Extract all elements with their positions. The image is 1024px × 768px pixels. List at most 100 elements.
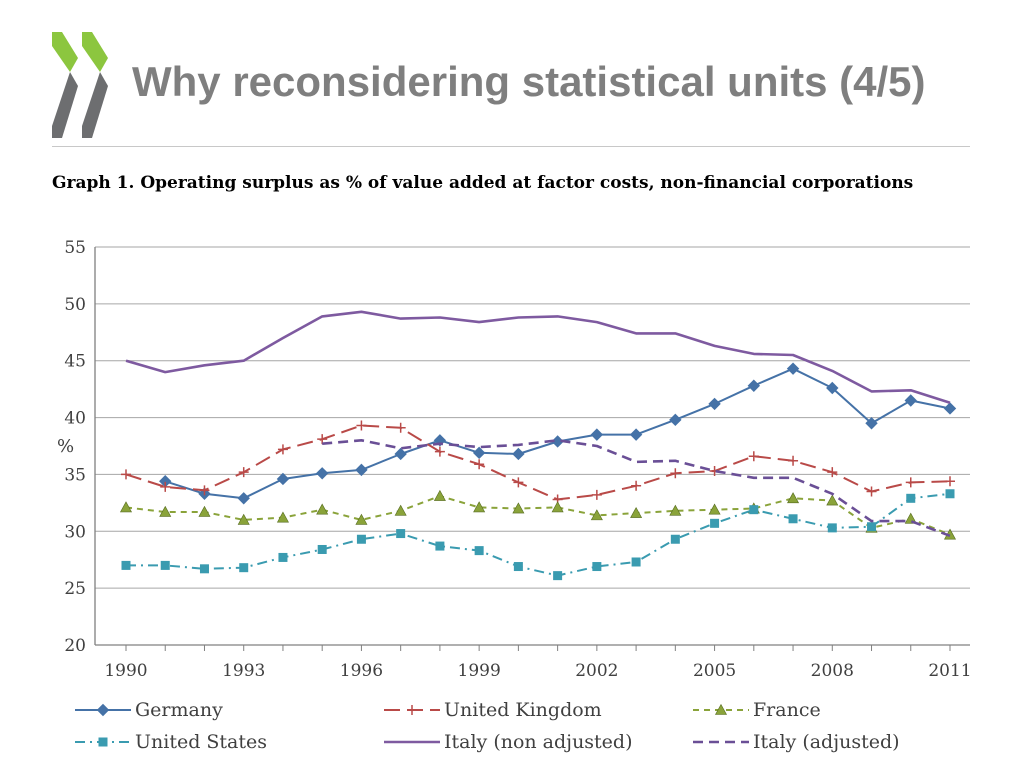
data-point-france bbox=[433, 489, 446, 501]
data-point-united-states bbox=[867, 522, 877, 532]
legend-item-france: France bbox=[693, 699, 821, 721]
data-point-united-states bbox=[553, 571, 563, 581]
data-point-france bbox=[590, 509, 603, 521]
legend-item-united-states: United States bbox=[75, 731, 267, 753]
y-tick-label: 55 bbox=[64, 238, 86, 258]
data-point-france bbox=[276, 511, 289, 523]
data-point-france bbox=[708, 503, 721, 515]
data-point-united-kingdom bbox=[356, 420, 367, 431]
data-point-germany bbox=[512, 447, 525, 461]
data-point-france bbox=[473, 501, 486, 513]
data-point-united-kingdom bbox=[238, 467, 249, 478]
series-line-united-kingdom bbox=[125, 424, 951, 501]
data-point-united-states bbox=[199, 564, 209, 574]
data-point-france bbox=[159, 505, 172, 517]
title-divider bbox=[52, 146, 970, 147]
data-point-france bbox=[630, 506, 643, 518]
data-point-united-states bbox=[749, 505, 759, 515]
series-line-france bbox=[125, 495, 951, 536]
y-tick-label: 20 bbox=[64, 636, 86, 656]
data-point-france bbox=[669, 504, 682, 516]
data-point-united-states bbox=[592, 562, 602, 572]
data-point-united-states bbox=[788, 514, 798, 524]
data-point-united-states bbox=[906, 493, 916, 503]
data-point-united-kingdom bbox=[513, 477, 524, 488]
data-point-germany bbox=[237, 492, 250, 505]
legend-marker bbox=[98, 737, 108, 747]
data-point-united-kingdom bbox=[434, 446, 445, 457]
legend-label: France bbox=[753, 699, 821, 721]
data-point-united-kingdom bbox=[748, 451, 759, 462]
data-point-united-kingdom bbox=[945, 476, 955, 487]
series-italy-non-adjusted bbox=[125, 310, 951, 405]
data-point-germany bbox=[786, 362, 800, 375]
data-point-germany bbox=[943, 402, 957, 415]
chart-caption: Graph 1. Operating surplus as % of value… bbox=[52, 173, 914, 193]
data-point-united-states bbox=[121, 560, 131, 570]
y-tick-label: 50 bbox=[64, 295, 86, 315]
data-point-germany bbox=[904, 394, 917, 407]
series-line-italy-non-adjusted bbox=[125, 310, 951, 405]
legend-marker bbox=[714, 703, 728, 715]
data-point-united-kingdom bbox=[866, 486, 877, 497]
data-point-france bbox=[119, 501, 133, 513]
legend-item-united-kingdom: United Kingdom bbox=[384, 699, 602, 721]
data-point-united-kingdom bbox=[827, 467, 838, 478]
x-tick-label: 1996 bbox=[340, 661, 383, 681]
data-point-united-states bbox=[513, 562, 523, 572]
data-point-france bbox=[826, 494, 839, 506]
data-point-france bbox=[316, 503, 329, 515]
data-point-united-kingdom bbox=[277, 444, 288, 455]
data-point-united-states bbox=[160, 560, 170, 570]
data-point-france bbox=[355, 513, 368, 525]
data-point-united-states bbox=[631, 557, 641, 567]
y-tick-label: 35 bbox=[64, 465, 86, 485]
oecd-logo-icon bbox=[52, 32, 108, 138]
y-axis-unit-label: % bbox=[57, 436, 74, 457]
y-tick-label: 40 bbox=[64, 409, 86, 429]
data-point-france bbox=[198, 505, 211, 517]
data-point-united-states bbox=[474, 546, 484, 556]
x-tick-label: 2008 bbox=[811, 661, 854, 681]
data-point-united-kingdom bbox=[591, 489, 602, 500]
data-point-germany bbox=[865, 417, 878, 430]
legend-label: Italy (non adjusted) bbox=[444, 731, 633, 753]
data-point-united-states bbox=[710, 518, 720, 528]
x-tick-label: 1990 bbox=[104, 661, 147, 681]
data-point-united-kingdom bbox=[474, 459, 485, 470]
data-point-united-kingdom bbox=[121, 469, 131, 480]
legend-marker bbox=[407, 705, 417, 715]
slide-title: Why reconsidering statistical units (4/5… bbox=[132, 58, 926, 105]
data-point-germany bbox=[629, 428, 643, 441]
data-point-united-kingdom bbox=[631, 480, 642, 491]
data-point-united-kingdom bbox=[160, 481, 171, 492]
data-point-germany bbox=[472, 446, 486, 460]
legend-item-italy-non-adjusted: Italy (non adjusted) bbox=[384, 731, 633, 753]
data-point-germany bbox=[826, 381, 839, 395]
y-tick-label: 30 bbox=[64, 522, 86, 542]
x-tick-label: 2011 bbox=[928, 661, 971, 681]
x-tick-label: 1999 bbox=[458, 661, 501, 681]
data-point-united-kingdom bbox=[788, 455, 799, 466]
legend-label: Italy (adjusted) bbox=[753, 731, 900, 753]
legend-marker bbox=[96, 703, 110, 717]
legend-item-germany: Germany bbox=[75, 699, 223, 721]
data-point-germany bbox=[355, 463, 368, 477]
legend-item-italy-adjusted: Italy (adjusted) bbox=[693, 731, 900, 753]
data-point-united-kingdom bbox=[670, 468, 681, 479]
data-point-united-states bbox=[396, 529, 406, 539]
legend-label: United States bbox=[135, 731, 267, 753]
data-point-france bbox=[551, 501, 564, 513]
data-point-united-states bbox=[239, 563, 249, 573]
series-line-united-states bbox=[126, 492, 951, 577]
data-point-germany bbox=[590, 428, 604, 441]
x-tick-label: 1993 bbox=[222, 661, 265, 681]
data-point-united-states bbox=[278, 552, 288, 562]
data-point-france bbox=[394, 504, 407, 516]
data-point-united-kingdom bbox=[905, 477, 916, 488]
data-point-united-states bbox=[945, 489, 955, 499]
data-point-germany bbox=[394, 447, 407, 461]
data-point-germany bbox=[708, 397, 721, 411]
data-point-germany bbox=[276, 472, 290, 486]
